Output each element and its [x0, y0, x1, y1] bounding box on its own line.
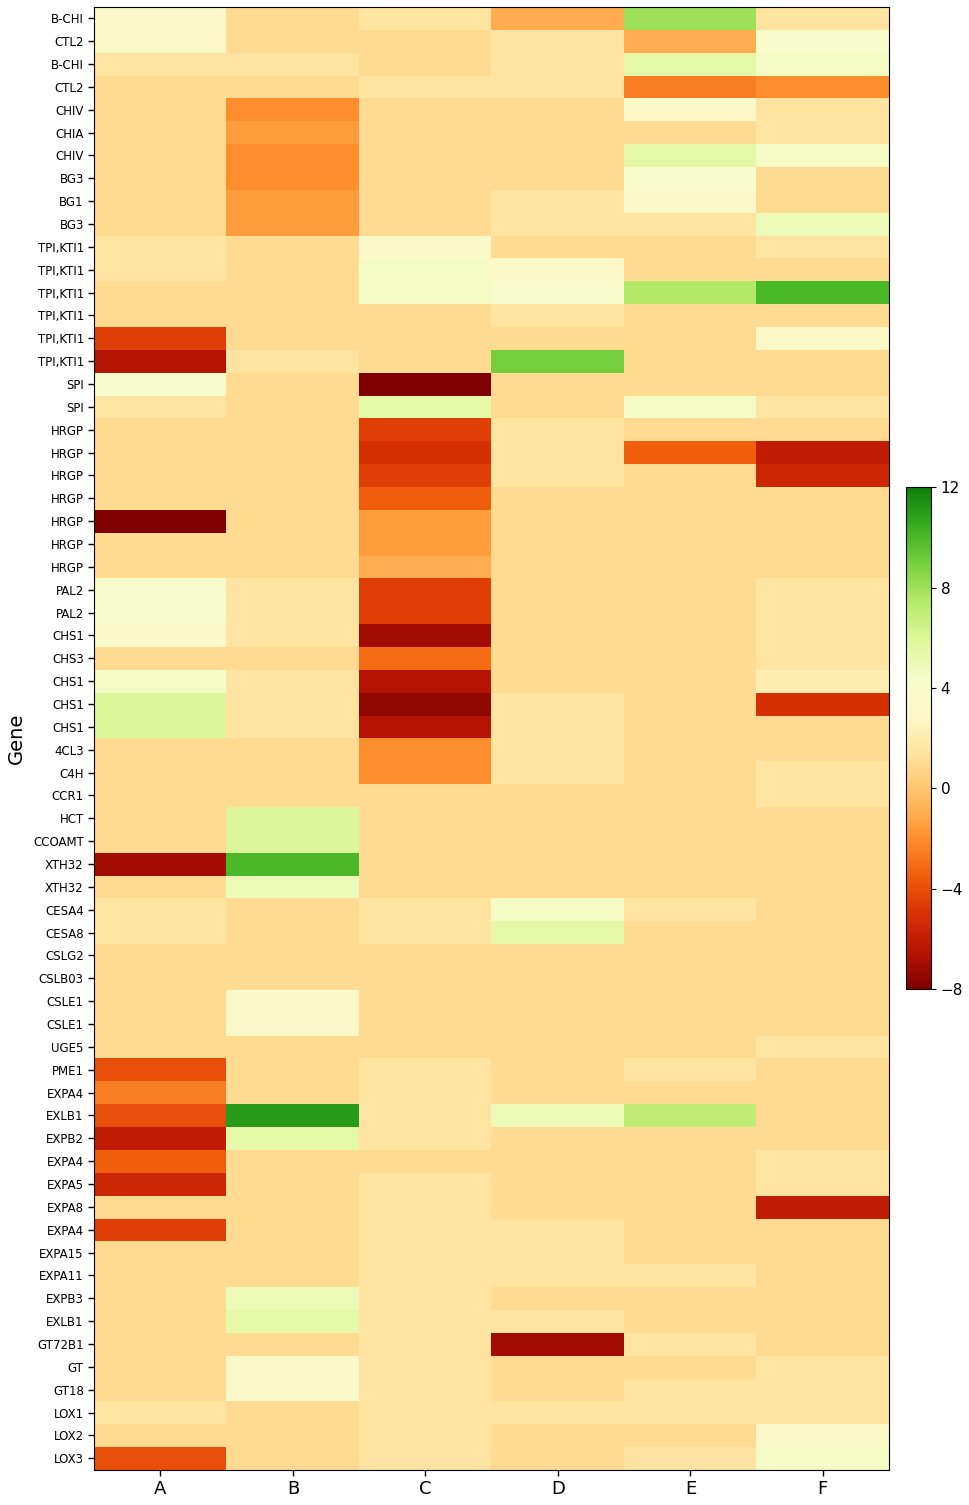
Y-axis label: Gene: Gene [7, 712, 26, 765]
